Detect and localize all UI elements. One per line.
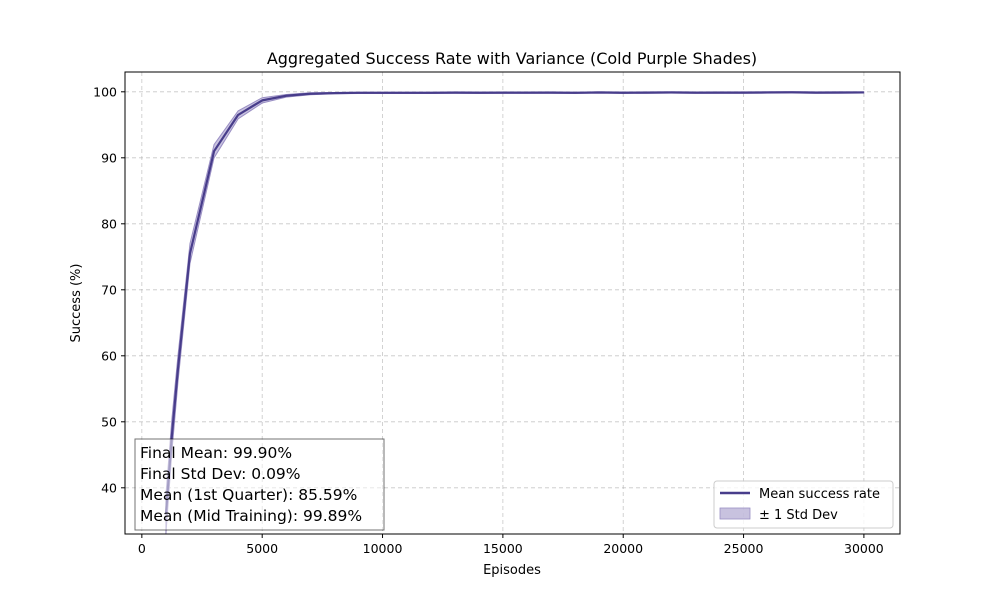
mean-success-line	[164, 91, 864, 515]
x-tick-label: 5000	[246, 541, 278, 556]
stats-first-quarter: Mean (1st Quarter): 85.59%	[140, 486, 357, 504]
y-tick-label: 50	[101, 414, 117, 429]
y-axis-label: Success (%)	[69, 264, 84, 343]
y-tick-label: 80	[101, 216, 117, 231]
x-tick-label: 20000	[603, 541, 643, 556]
x-tick-label: 25000	[724, 541, 764, 556]
chart-title: Aggregated Success Rate with Variance (C…	[267, 49, 757, 68]
x-tick-label: 15000	[483, 541, 523, 556]
y-tick-label: 90	[101, 150, 117, 165]
y-axis-ticks: 40 50 60 70 80 90 100	[93, 84, 125, 495]
x-tick-label: 10000	[363, 541, 403, 556]
x-tick-label: 30000	[844, 541, 884, 556]
y-tick-label: 100	[93, 84, 117, 99]
legend-box	[713, 480, 894, 529]
legend-band-label: ± 1 Std Dev	[759, 508, 838, 523]
y-tick-label: 70	[101, 282, 117, 297]
legend-band-swatch	[719, 507, 751, 520]
y-tick-label: 60	[101, 348, 117, 363]
mean-line-layer	[164, 91, 864, 515]
stats-final-std: Final Std Dev: 0.09%	[140, 465, 301, 483]
stats-annotation: Final Mean: 99.90% Final Std Dev: 0.09% …	[134, 438, 385, 531]
x-tick-label: 0	[138, 541, 146, 556]
stats-box	[134, 438, 385, 531]
x-axis-label: Episodes	[483, 563, 541, 578]
legend: Mean success rate ± 1 Std Dev	[713, 480, 894, 529]
y-tick-label: 40	[101, 480, 117, 495]
legend-mean-label: Mean success rate	[759, 487, 880, 502]
x-axis-ticks: 0 5000 10000 15000 20000 25000 30000	[138, 534, 884, 556]
plot-frame	[124, 71, 901, 535]
stats-mid-training: Mean (Mid Training): 99.89%	[140, 507, 362, 525]
stats-final-mean: Final Mean: 99.90%	[140, 444, 292, 462]
